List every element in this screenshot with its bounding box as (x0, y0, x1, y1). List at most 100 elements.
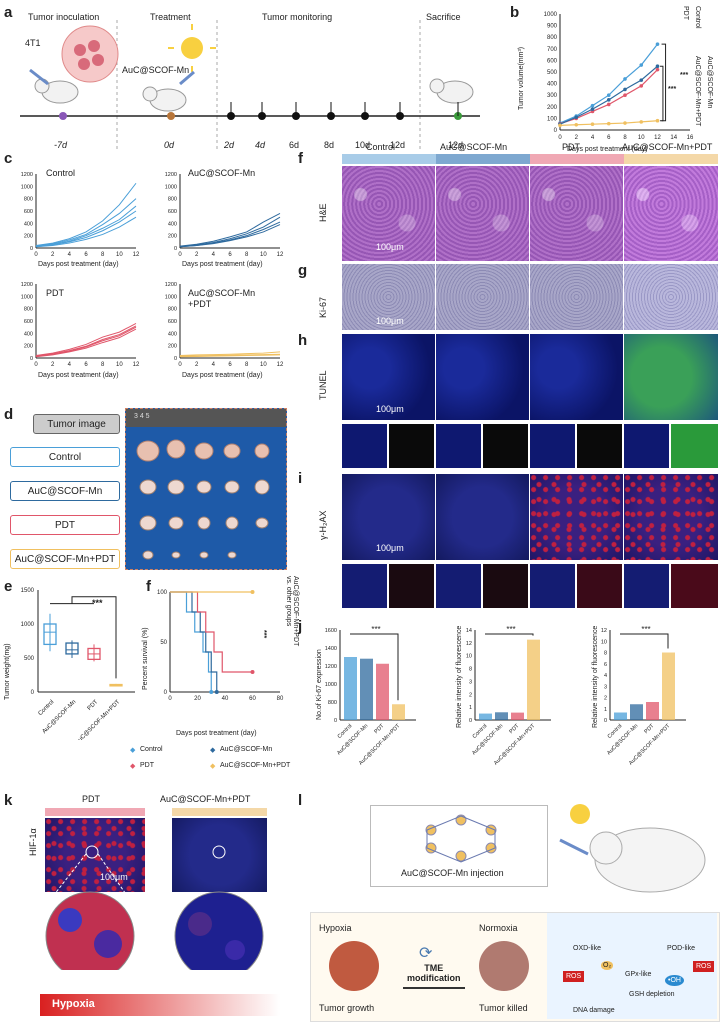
row-label-he: H&E (318, 203, 328, 222)
row-label-gh2ax: γ-H₂AX (318, 510, 328, 541)
legend-combo: AuC@SCOF-Mn+PDT (220, 762, 291, 769)
gh2ax-inset (389, 564, 434, 608)
c-xlabel: Days post treatment (day) (182, 261, 263, 268)
day-label: 2d (224, 140, 235, 150)
b-ytick: 300 (547, 93, 558, 99)
col-bar-control (342, 154, 436, 164)
scale-label: 100μm (376, 404, 404, 414)
c-ytick: 1000 (21, 294, 33, 300)
c-xtick: 2 (195, 362, 199, 368)
b-xtick: 8 (623, 135, 627, 141)
c-ytick: 0 (174, 246, 177, 252)
b-point (574, 115, 579, 120)
tunel-inset (483, 424, 528, 468)
e-ytick: 1500 (21, 588, 35, 594)
c-series-line (35, 323, 137, 357)
j-xtick: AuC@SCOF-Mn (336, 723, 369, 756)
b-sig-1: *** (668, 86, 677, 93)
d-header: Tumor image (33, 414, 120, 434)
c-xtick: 0 (178, 252, 182, 258)
f-point (214, 690, 219, 694)
c-xtick: 6 (228, 252, 232, 258)
c-ytick: 1200 (165, 172, 177, 178)
f-point (250, 590, 255, 594)
b-point (639, 63, 644, 67)
normoxia-title: Normoxia (479, 923, 518, 933)
j-ytick: 0 (469, 718, 472, 724)
col-bar-combo (624, 154, 718, 164)
tunel-inset (530, 424, 575, 468)
c-xtick: 4 (212, 252, 216, 258)
phase-sacrifice: Sacrifice (426, 12, 461, 22)
col-bar-auc (436, 154, 530, 164)
gh2ax-inset (577, 564, 622, 608)
f-xtick: 20 (194, 696, 201, 702)
b-ytick: 400 (547, 82, 558, 88)
b-ytick: 700 (547, 47, 558, 53)
f-xtick: 80 (277, 696, 284, 702)
j-ylabel-3: Relative intensity of fluorescence (592, 625, 599, 728)
c-ytick: 1000 (165, 184, 177, 190)
c-xtick: 8 (101, 252, 105, 258)
c-xtick: 10 (260, 362, 267, 368)
micrograph-gh2ax-auc (436, 474, 529, 560)
d-row-auc: AuC@SCOF-Mn (10, 481, 120, 501)
j-sig-bracket (485, 633, 534, 636)
e-ytick: 0 (31, 690, 35, 696)
hypoxia-gradient-bar (40, 994, 280, 1016)
b-xtick: 4 (591, 135, 595, 141)
row-label-ki67: Ki-67 (318, 296, 328, 318)
micrograph-ki67-auc (436, 264, 529, 330)
f-survival-line (170, 591, 253, 673)
b-point (623, 121, 627, 125)
c-ytick: 1200 (21, 282, 33, 288)
legend-auc: AuC@SCOF-Mn (220, 746, 273, 753)
j-ytick: 10 (601, 639, 607, 645)
j-ytick: 800 (328, 700, 337, 706)
b-ytick: 200 (547, 105, 558, 111)
c-xtick: 0 (178, 362, 182, 368)
panel-label-h: h (298, 332, 308, 349)
e-ylabel: Tumor weight(mg) (4, 643, 11, 700)
c-series-line (35, 326, 137, 357)
c-ytick: 200 (168, 344, 177, 350)
legend-marker-icon: ◆ (210, 747, 216, 754)
j-ytick: 12 (466, 641, 472, 647)
b-ytick: 0 (554, 128, 558, 134)
j-sig: *** (371, 625, 380, 634)
j-sig-bracket (620, 633, 669, 649)
day-label: 0d (164, 140, 175, 150)
c-ytick: 0 (30, 356, 33, 362)
f-xtick: 40 (222, 696, 229, 702)
micrograph-he-control (342, 166, 435, 261)
b-xtick: 0 (558, 135, 562, 141)
col-title-auc: AuC@SCOF-Mn (440, 142, 508, 152)
j-bar (662, 652, 675, 720)
b-ytick: 800 (547, 35, 558, 41)
j-ytick: 2 (604, 696, 607, 702)
c-xlabel: Days post treatment (day) (182, 372, 263, 379)
b-point (623, 93, 627, 97)
j-bar (479, 713, 492, 720)
panel-label-c: c (4, 150, 13, 167)
b-ytick: 600 (547, 58, 558, 64)
c-ytick: 800 (24, 197, 33, 203)
micrograph-he-pdt (530, 166, 623, 261)
j-sig-bracket (350, 633, 399, 701)
j-ytick: 12 (601, 628, 607, 634)
c-series-line (35, 182, 137, 247)
gh2ax-inset (436, 564, 481, 608)
b-ytick: 900 (547, 24, 558, 30)
panel-label-k: k (4, 792, 13, 809)
tumor-growth-graphic (329, 941, 379, 991)
e-xtick: AuC@SCOF-Mn+PDT (75, 699, 122, 740)
j-ylabel-1: No.of Ki-67 expression (316, 649, 323, 720)
e-sig: *** (92, 598, 103, 608)
c-ytick: 400 (24, 331, 33, 337)
c-series-line (179, 216, 281, 248)
day-label: 10d (355, 140, 371, 150)
c-series-line (179, 353, 281, 357)
b-sig-2: *** (680, 72, 689, 79)
mechanism-panel: Hypoxia Normoxia Tumor growth Tumor kill… (310, 912, 720, 1022)
j-ytick: 10 (466, 654, 472, 660)
